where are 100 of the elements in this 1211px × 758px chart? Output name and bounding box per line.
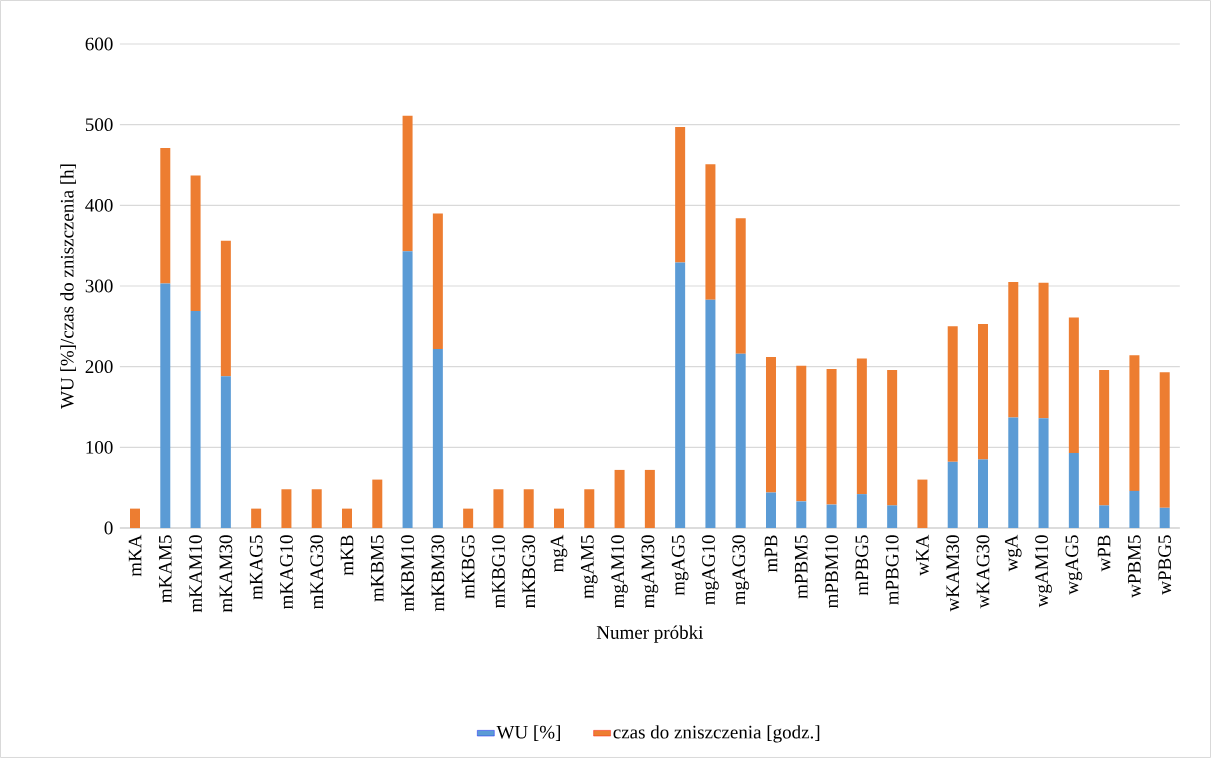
x-tick-label: mKBG30 bbox=[522, 535, 536, 609]
bar bbox=[281, 489, 292, 528]
bar bbox=[735, 218, 746, 354]
x-tick-label: wKAM30 bbox=[946, 535, 960, 612]
x-tick-label: mKBG5 bbox=[461, 535, 475, 599]
x-tick-label: mgAG30 bbox=[732, 535, 750, 605]
bar bbox=[705, 299, 716, 528]
x-tick-label: mgAG5 bbox=[671, 535, 689, 596]
bar bbox=[160, 148, 171, 284]
bar bbox=[675, 262, 686, 528]
x-tick-label: mKAG30 bbox=[310, 535, 324, 610]
x-tick-label: mKAM10 bbox=[189, 535, 202, 613]
bar bbox=[1038, 282, 1049, 419]
bar bbox=[917, 479, 928, 528]
legend-label: WU [%] bbox=[496, 725, 560, 741]
y-tick-label: 500 bbox=[85, 118, 113, 132]
bar bbox=[1129, 355, 1140, 491]
x-tick-label: wgAM10 bbox=[1035, 535, 1052, 608]
bar bbox=[856, 358, 867, 495]
bar bbox=[220, 240, 231, 377]
x-tick-label: mPB bbox=[764, 535, 778, 573]
x-tick-label: mPBG10 bbox=[885, 535, 899, 605]
bar bbox=[977, 459, 988, 528]
bar bbox=[432, 213, 443, 349]
bar bbox=[402, 251, 413, 528]
bar bbox=[554, 508, 564, 528]
bar bbox=[1068, 452, 1079, 528]
x-tick-label: wKA bbox=[916, 534, 929, 576]
bar bbox=[432, 348, 443, 528]
x-tick-label: mgAM10 bbox=[611, 535, 628, 609]
bar bbox=[251, 508, 262, 528]
bar bbox=[1159, 507, 1170, 528]
bar bbox=[766, 492, 776, 528]
x-tick-label: mKAM5 bbox=[158, 535, 172, 603]
x-tick-label: mgAM5 bbox=[580, 535, 598, 599]
x-tick-label: mKA bbox=[128, 534, 142, 577]
x-tick-label: wPBM5 bbox=[1128, 535, 1141, 598]
x-tick-label: mKAM30 bbox=[219, 535, 233, 613]
x-axis-title: Numer próbki bbox=[596, 625, 704, 643]
bar bbox=[887, 369, 898, 506]
y-tick-label: 600 bbox=[85, 37, 113, 51]
x-tick-label: mKB bbox=[340, 535, 354, 576]
x-tick-label: mKAG5 bbox=[249, 535, 263, 600]
bar bbox=[1099, 369, 1110, 506]
bar bbox=[523, 489, 534, 528]
bar bbox=[796, 365, 807, 502]
bar bbox=[856, 494, 867, 528]
bar bbox=[190, 310, 201, 528]
x-tick-label: wgAG5 bbox=[1065, 535, 1083, 595]
bar bbox=[372, 479, 383, 528]
bar bbox=[947, 461, 958, 528]
x-tick-label: mPBG5 bbox=[855, 535, 869, 596]
bar bbox=[1008, 281, 1019, 418]
y-tick-label: 400 bbox=[85, 198, 113, 212]
x-tick-label: mKBM30 bbox=[431, 535, 445, 612]
x-tick-label: wPBG5 bbox=[1158, 535, 1172, 595]
x-tick-label: mgA bbox=[550, 534, 568, 573]
bar bbox=[160, 283, 171, 528]
legend-label: czas do zniszczenia [godz.] bbox=[613, 725, 820, 743]
bar bbox=[1038, 418, 1049, 528]
x-tick-label: wgA bbox=[1004, 534, 1022, 572]
y-tick-label: 100 bbox=[86, 440, 113, 454]
x-tick-label: mgAM30 bbox=[641, 535, 659, 609]
x-tick-label: mKBG10 bbox=[492, 535, 505, 609]
bar bbox=[705, 164, 716, 300]
bar bbox=[675, 127, 686, 263]
x-tick-label: mPBM10 bbox=[825, 535, 838, 609]
bar bbox=[1008, 417, 1019, 528]
y-tick-label: 300 bbox=[85, 279, 113, 293]
bar bbox=[1129, 490, 1140, 528]
bar bbox=[614, 469, 625, 528]
x-tick-label: mKBM5 bbox=[370, 535, 384, 602]
y-tick-label: 200 bbox=[85, 360, 113, 374]
bar bbox=[342, 508, 353, 528]
bar bbox=[887, 505, 898, 528]
bar bbox=[735, 353, 746, 528]
bar bbox=[826, 369, 837, 505]
bar bbox=[190, 175, 201, 311]
bar bbox=[826, 504, 837, 528]
x-tick-label: wPB bbox=[1097, 535, 1111, 572]
x-tick-label: mKBM10 bbox=[401, 535, 414, 612]
x-tick-label: mKAG10 bbox=[280, 535, 293, 610]
bar bbox=[1159, 372, 1170, 508]
bar bbox=[977, 323, 988, 460]
bar bbox=[220, 376, 231, 528]
bar bbox=[1068, 317, 1079, 453]
x-tick-label: mPBM5 bbox=[794, 535, 808, 599]
bar bbox=[1099, 505, 1110, 528]
bar bbox=[947, 326, 958, 462]
x-tick-label: mgAG10 bbox=[702, 535, 719, 605]
bar bbox=[766, 356, 776, 493]
bar bbox=[796, 501, 807, 528]
x-tick-label: wKAG30 bbox=[976, 535, 990, 609]
bar bbox=[130, 508, 141, 528]
bar bbox=[493, 489, 504, 528]
y-tick-label: 0 bbox=[104, 521, 113, 535]
bar bbox=[644, 469, 655, 528]
bar bbox=[311, 489, 322, 528]
y-axis-title: WU [%]/czas do zniszczenia [h] bbox=[60, 164, 76, 409]
bar bbox=[463, 508, 474, 528]
